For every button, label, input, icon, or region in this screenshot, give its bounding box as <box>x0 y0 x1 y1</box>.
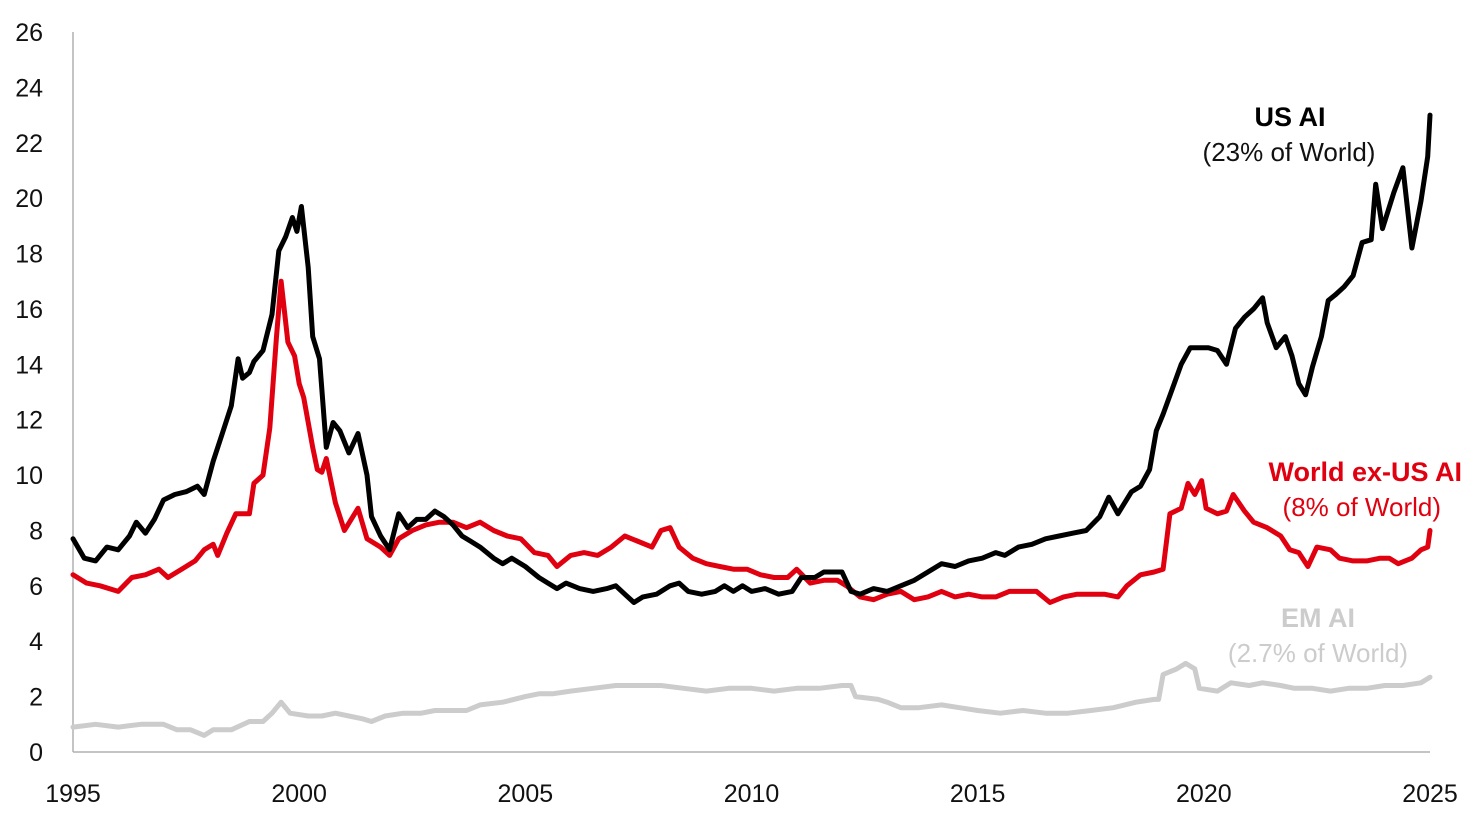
annotation-em-ai-subtitle: (2.7% of World) <box>1228 638 1408 668</box>
y-tick-label: 2 <box>29 684 43 712</box>
y-tick-label: 4 <box>29 628 43 656</box>
series-annotations: US AI (23% of World) World ex-US AI (8% … <box>1203 102 1462 668</box>
y-tick-label: 10 <box>15 462 43 490</box>
y-tick-label: 26 <box>15 19 43 47</box>
y-tick-label: 16 <box>15 296 43 324</box>
series-lines <box>70 112 1433 738</box>
annotation-world-ex-us-subtitle: (8% of World) <box>1283 492 1441 522</box>
annotation-us-ai-subtitle: (23% of World) <box>1203 137 1376 167</box>
x-tick-label: 2005 <box>498 780 554 808</box>
annotation-em-ai-title: EM AI <box>1281 603 1355 633</box>
series-line-us-ai <box>70 112 1433 605</box>
x-tick-label: 2020 <box>1176 780 1232 808</box>
y-tick-label: 8 <box>29 517 43 545</box>
x-tick-label: 2000 <box>271 780 327 808</box>
axes <box>72 32 1430 753</box>
y-tick-label: 18 <box>15 241 43 269</box>
series-line-world-ex-us-ai <box>70 278 1433 605</box>
series-line-em-ai <box>70 660 1433 738</box>
y-tick-label: 0 <box>29 739 43 767</box>
x-tick-label: 2010 <box>724 780 780 808</box>
y-tick-label: 14 <box>15 351 43 379</box>
x-tick-label: 1995 <box>45 780 101 808</box>
y-tick-label: 24 <box>15 74 43 102</box>
annotation-world-ex-us-title: World ex-US AI <box>1268 457 1462 487</box>
y-tick-label: 22 <box>15 130 43 158</box>
annotation-us-ai-title: US AI <box>1254 102 1325 132</box>
y-tick-label: 6 <box>29 573 43 601</box>
y-tick-label: 12 <box>15 407 43 435</box>
x-tick-label: 2025 <box>1402 780 1458 808</box>
y-tick-label: 20 <box>15 185 43 213</box>
x-tick-label: 2015 <box>950 780 1006 808</box>
x-tick-labels: 1995 2000 2005 2010 2015 2020 2025 <box>45 780 1458 808</box>
